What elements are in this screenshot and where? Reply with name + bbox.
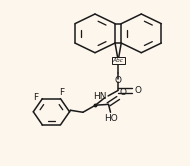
Text: O: O (135, 86, 142, 95)
Text: Abc: Abc (113, 58, 124, 63)
Text: O: O (119, 88, 126, 97)
Text: HO: HO (104, 114, 117, 123)
Text: F: F (34, 93, 39, 102)
Text: HN: HN (93, 92, 106, 101)
Text: F: F (59, 88, 64, 97)
Text: O: O (115, 76, 122, 85)
